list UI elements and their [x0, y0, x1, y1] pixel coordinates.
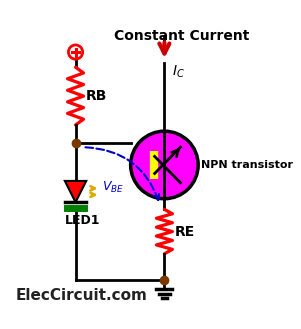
Text: ElecCircuit.com: ElecCircuit.com	[16, 288, 148, 303]
Circle shape	[131, 131, 198, 199]
Text: RB: RB	[86, 89, 107, 103]
Text: Constant Current: Constant Current	[114, 29, 250, 43]
Polygon shape	[65, 181, 86, 202]
Text: NPN transistor: NPN transistor	[201, 160, 293, 170]
Text: LED1: LED1	[65, 214, 100, 227]
Text: RE: RE	[175, 225, 195, 239]
Text: $I_C$: $I_C$	[172, 63, 185, 80]
Circle shape	[68, 45, 83, 59]
Text: $V_{BE}$: $V_{BE}$	[102, 180, 124, 195]
FancyArrowPatch shape	[85, 147, 159, 200]
